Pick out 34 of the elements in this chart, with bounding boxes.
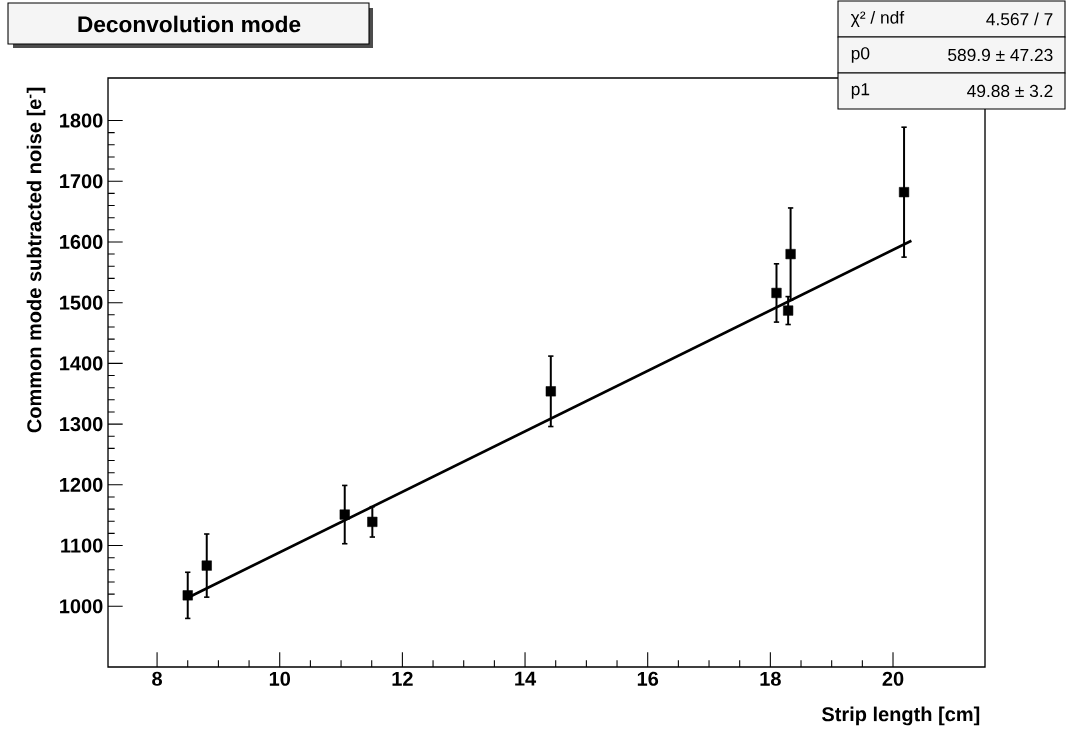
point — [785, 249, 796, 260]
y-tick-label: 1800 — [60, 113, 103, 128]
x-tick-label: 10 — [269, 671, 291, 686]
y-tick-label: 1100 — [61, 538, 103, 553]
x-axis-title: Strip length [cm] — [821, 706, 980, 726]
y-tick-label: 1500 — [60, 295, 103, 310]
text: 589.9 ± 47.23 — [948, 48, 1053, 62]
x-tick-label: 18 — [760, 671, 781, 686]
x-tick-label: 20 — [882, 671, 904, 686]
annotation: p1 — [851, 83, 870, 99]
y-tick-label: 1600 — [60, 234, 103, 250]
annotation: 49.88 ± 3.2 — [967, 84, 1053, 98]
y-axis-title: Common mode subtracted noise [e$^{-}$] — [26, 87, 46, 433]
text: p0 — [851, 47, 870, 63]
x-tick-label: 14 — [515, 671, 537, 686]
y-tick-label: 1400 — [60, 356, 103, 371]
chart-title: Deconvolution mode — [78, 15, 301, 33]
point — [182, 590, 193, 601]
point — [898, 187, 910, 198]
text: χ² / ndf — [850, 10, 905, 28]
point — [339, 509, 350, 520]
x-tick-label: 16 — [637, 671, 659, 686]
y-tick-label: 1000 — [60, 599, 103, 614]
y-tick-label: 1700 — [60, 174, 103, 189]
point — [545, 386, 556, 397]
y-tick-label: 1200 — [60, 477, 103, 492]
point — [771, 287, 782, 299]
point — [367, 516, 378, 527]
point — [783, 305, 794, 316]
text: 4.567 / 7 — [986, 12, 1053, 26]
x-tick-label: 12 — [392, 671, 413, 686]
y-tick-label: 1300 — [60, 417, 103, 432]
x-tick-label: 8 — [152, 671, 163, 686]
point — [201, 560, 212, 571]
